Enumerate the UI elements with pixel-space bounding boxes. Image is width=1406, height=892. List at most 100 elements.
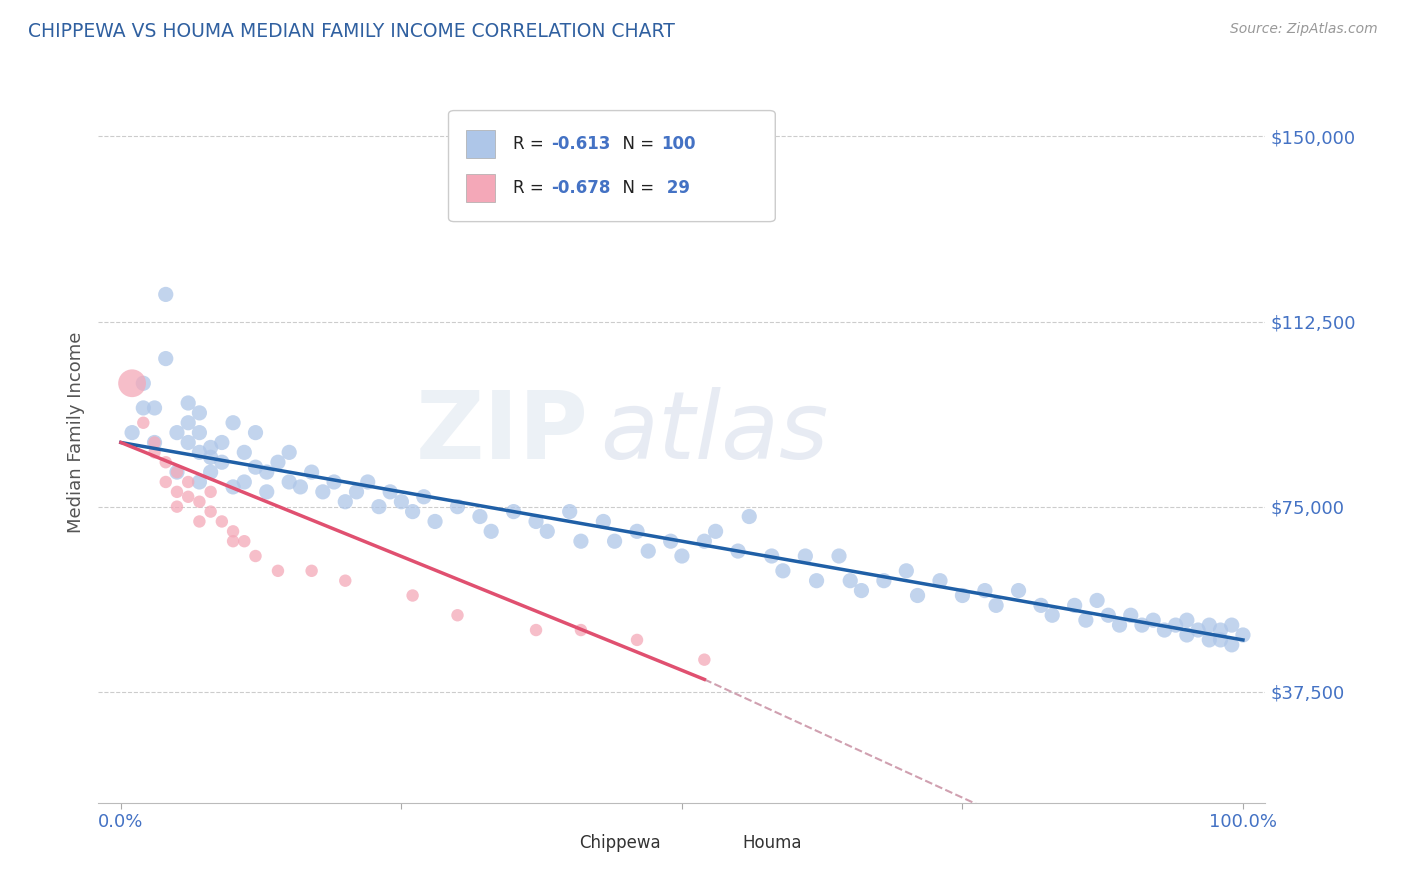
Point (143, 435, 166, 450)
Point (132, 376, 155, 391)
FancyBboxPatch shape (465, 130, 495, 158)
Point (569, 534, 592, 549)
Point (245, 460, 267, 475)
Point (1119, 608, 1142, 623)
Point (761, 549, 783, 563)
Point (952, 589, 974, 603)
Point (1220, 618, 1243, 632)
Point (155, 351, 177, 366)
Point (727, 544, 749, 558)
Point (177, 490, 200, 504)
FancyBboxPatch shape (706, 838, 731, 855)
Point (558, 505, 581, 519)
Point (177, 435, 200, 450)
Point (177, 416, 200, 430)
Point (177, 396, 200, 410)
Point (155, 475, 177, 489)
Point (166, 425, 188, 440)
Point (1097, 608, 1119, 623)
Point (693, 653, 716, 667)
Point (1108, 618, 1130, 632)
Point (401, 589, 423, 603)
Point (984, 599, 1007, 613)
Point (1153, 623, 1175, 637)
Point (637, 544, 659, 558)
Point (423, 515, 446, 529)
Point (200, 465, 222, 479)
Point (256, 484, 278, 499)
Point (1007, 583, 1029, 598)
Point (806, 574, 828, 588)
Point (301, 465, 323, 479)
Point (233, 534, 256, 549)
Point (592, 515, 614, 529)
Point (1209, 623, 1232, 637)
Point (188, 425, 211, 440)
Point (1198, 618, 1220, 632)
Point (200, 450, 222, 465)
FancyBboxPatch shape (465, 174, 495, 202)
Point (211, 455, 233, 469)
Point (412, 490, 434, 504)
Point (659, 534, 682, 549)
Point (143, 401, 166, 415)
Point (1142, 613, 1164, 627)
Point (524, 623, 547, 637)
Point (200, 441, 222, 455)
Point (200, 505, 222, 519)
Point (233, 475, 256, 489)
Point (222, 534, 245, 549)
Point (121, 376, 143, 391)
Point (446, 500, 468, 514)
Point (446, 608, 468, 623)
Point (626, 524, 648, 539)
Point (166, 465, 188, 479)
Point (200, 484, 222, 499)
Point (1074, 613, 1097, 627)
Point (188, 494, 211, 508)
Text: N =: N = (612, 135, 659, 153)
Text: 29: 29 (661, 179, 690, 197)
Point (346, 484, 368, 499)
Point (929, 574, 952, 588)
Point (1029, 599, 1052, 613)
Point (166, 484, 188, 499)
Text: Source: ZipAtlas.com: Source: ZipAtlas.com (1230, 22, 1378, 37)
Point (1209, 632, 1232, 647)
Point (1175, 628, 1198, 642)
Point (536, 524, 558, 539)
Point (973, 583, 995, 598)
Point (907, 589, 929, 603)
Text: CHIPPEWA VS HOUMA MEDIAN FAMILY INCOME CORRELATION CHART: CHIPPEWA VS HOUMA MEDIAN FAMILY INCOME C… (28, 22, 675, 41)
Point (335, 574, 357, 588)
Point (222, 416, 245, 430)
Point (468, 509, 491, 524)
Point (121, 425, 143, 440)
Point (132, 416, 155, 430)
Text: -0.678: -0.678 (551, 179, 610, 197)
Point (1232, 628, 1254, 642)
Point (301, 564, 323, 578)
Point (188, 445, 211, 459)
Point (188, 475, 211, 489)
FancyBboxPatch shape (449, 111, 775, 221)
Point (256, 465, 278, 479)
Point (335, 494, 357, 508)
Point (278, 475, 301, 489)
Point (671, 549, 693, 563)
Text: N =: N = (612, 179, 659, 197)
Point (828, 549, 851, 563)
Point (479, 524, 502, 539)
Y-axis label: Median Family Income: Median Family Income (66, 332, 84, 533)
Point (603, 534, 626, 549)
Point (211, 515, 233, 529)
Point (1164, 618, 1187, 632)
Text: Chippewa: Chippewa (579, 834, 661, 852)
Point (278, 445, 301, 459)
Point (1063, 599, 1085, 613)
Point (873, 574, 896, 588)
Point (389, 494, 412, 508)
Point (222, 480, 245, 494)
Point (143, 435, 166, 450)
Point (155, 455, 177, 469)
